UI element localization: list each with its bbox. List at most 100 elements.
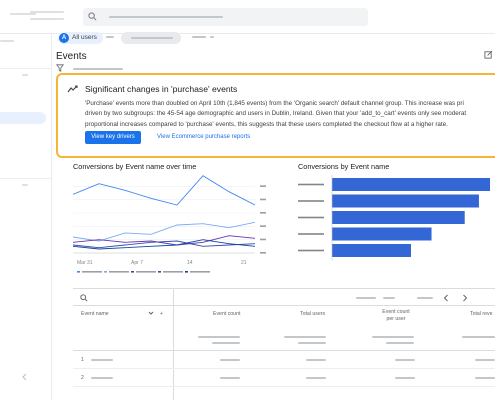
bar-2[interactable] <box>332 194 479 208</box>
table-header-divider <box>73 305 495 306</box>
prev-page-icon[interactable] <box>443 294 449 302</box>
insight-title: Significant changes in 'purchase' events <box>85 84 238 94</box>
view-key-drivers-button[interactable]: View key drivers <box>85 131 141 144</box>
bar-category-placeholder <box>298 183 324 186</box>
totals-placeholder <box>298 342 326 344</box>
totals-placeholder <box>198 336 240 338</box>
bar-chart <box>298 175 490 261</box>
y-tick-placeholder <box>260 212 266 214</box>
y-tick-placeholder <box>260 185 266 187</box>
chip-text-placeholder <box>131 37 173 39</box>
row-divider <box>73 368 495 369</box>
cell-placeholder <box>220 377 240 379</box>
column-header-event-name[interactable]: Event name <box>81 311 109 317</box>
bar-5[interactable] <box>332 244 411 257</box>
legend-swatch[interactable] <box>77 271 80 273</box>
x-tick-label: Apr 7 <box>131 260 143 266</box>
legend-swatch[interactable] <box>185 271 188 273</box>
pagination-placeholder <box>356 297 376 299</box>
table-top-divider <box>73 288 495 289</box>
comparison-chip[interactable] <box>121 32 181 44</box>
search-icon <box>88 12 97 21</box>
y-tick-placeholder <box>260 252 266 254</box>
chip-placeholder <box>192 36 206 38</box>
chip-avatar: A <box>59 33 69 43</box>
pagination-placeholder <box>383 297 395 299</box>
property-placeholder <box>30 18 64 20</box>
cell-placeholder <box>395 359 415 361</box>
x-tick-label: 21 <box>241 260 247 266</box>
y-tick-placeholder <box>260 225 266 227</box>
pagination-placeholder <box>417 297 433 299</box>
chip-label: All users <box>72 34 97 41</box>
row-divider <box>73 386 495 387</box>
view-ecommerce-reports-link[interactable]: View Ecommerce purchase reports <box>157 134 251 140</box>
table-search-icon[interactable] <box>80 294 88 302</box>
edit-icon[interactable] <box>484 50 493 59</box>
line-series-2[interactable] <box>73 221 256 242</box>
legend-swatch[interactable] <box>158 271 161 273</box>
add-dimension-plus[interactable]: + <box>160 311 164 317</box>
totals-placeholder <box>284 336 326 338</box>
nav-item-placeholder[interactable] <box>22 74 28 76</box>
nav-item-selected[interactable] <box>0 112 46 124</box>
cell-placeholder <box>91 359 113 361</box>
bar-1[interactable] <box>332 178 490 191</box>
filter-icon[interactable] <box>56 64 64 72</box>
collapse-chevron-icon[interactable] <box>22 374 28 380</box>
legend-label-placeholder <box>136 271 156 273</box>
column-header-event-count-per-user[interactable]: Event count per user <box>382 309 410 322</box>
legend-label-placeholder <box>163 271 183 273</box>
filter-placeholder <box>73 68 123 70</box>
legend-label-placeholder <box>190 271 210 273</box>
cell-placeholder <box>475 359 495 361</box>
nav-divider <box>0 178 52 179</box>
search-placeholder <box>109 16 223 18</box>
line-series-4[interactable] <box>73 240 256 249</box>
row-number: 1 <box>81 357 84 363</box>
nav-item-placeholder[interactable] <box>22 184 28 186</box>
product-name-placeholder <box>10 13 36 15</box>
bar-category-placeholder <box>298 216 324 219</box>
row-number: 2 <box>81 375 84 381</box>
trending-icon <box>67 85 78 93</box>
cell-placeholder <box>306 377 326 379</box>
insight-body: 'Purchase' events more than doubled on A… <box>85 99 495 130</box>
bar-3[interactable] <box>332 211 465 224</box>
bar-4[interactable] <box>332 227 432 241</box>
y-tick-placeholder <box>260 198 266 201</box>
dropdown-chevron-icon[interactable] <box>148 310 154 316</box>
legend-swatch[interactable] <box>131 271 134 273</box>
line-chart: Mar 31 Apr 7 14 21 <box>73 175 266 273</box>
bar-category-placeholder <box>298 249 324 252</box>
totals-placeholder <box>372 336 414 338</box>
totals-placeholder <box>386 342 414 344</box>
table-totals-divider <box>73 350 495 351</box>
cell-placeholder <box>395 377 415 379</box>
column-header-total-users[interactable]: Total users <box>300 311 326 317</box>
column-header-event-count[interactable]: Event count <box>213 311 241 317</box>
column-header-total-revenue[interactable]: Total reve <box>470 311 493 317</box>
next-page-icon[interactable] <box>462 294 468 302</box>
chip-placeholder <box>106 36 114 38</box>
totals-placeholder <box>212 342 240 344</box>
nav-item-placeholder[interactable] <box>0 40 14 42</box>
legend-swatch[interactable] <box>104 271 107 273</box>
page-title: Events <box>56 51 87 62</box>
line-series-5[interactable] <box>73 239 256 250</box>
bar-category-placeholder <box>298 200 324 202</box>
insight-body-line: driven by two subgroups: the 45-54 age d… <box>85 110 467 118</box>
totals-placeholder <box>462 336 495 338</box>
cell-placeholder <box>91 377 113 379</box>
cell-placeholder <box>475 377 495 379</box>
insight-body-line: proportional increases compared to 'purc… <box>85 120 448 128</box>
comparison-chip-all-users[interactable]: A All users <box>58 32 103 44</box>
column-divider <box>173 288 174 400</box>
cell-placeholder <box>306 359 326 361</box>
line-series-1[interactable] <box>73 175 256 206</box>
line-chart-title: Conversions by Event name over time <box>73 162 197 171</box>
legend-label-placeholder <box>109 271 129 273</box>
search-bar[interactable] <box>83 8 368 26</box>
chip-placeholder <box>210 36 214 38</box>
line-series-3[interactable] <box>73 235 256 246</box>
